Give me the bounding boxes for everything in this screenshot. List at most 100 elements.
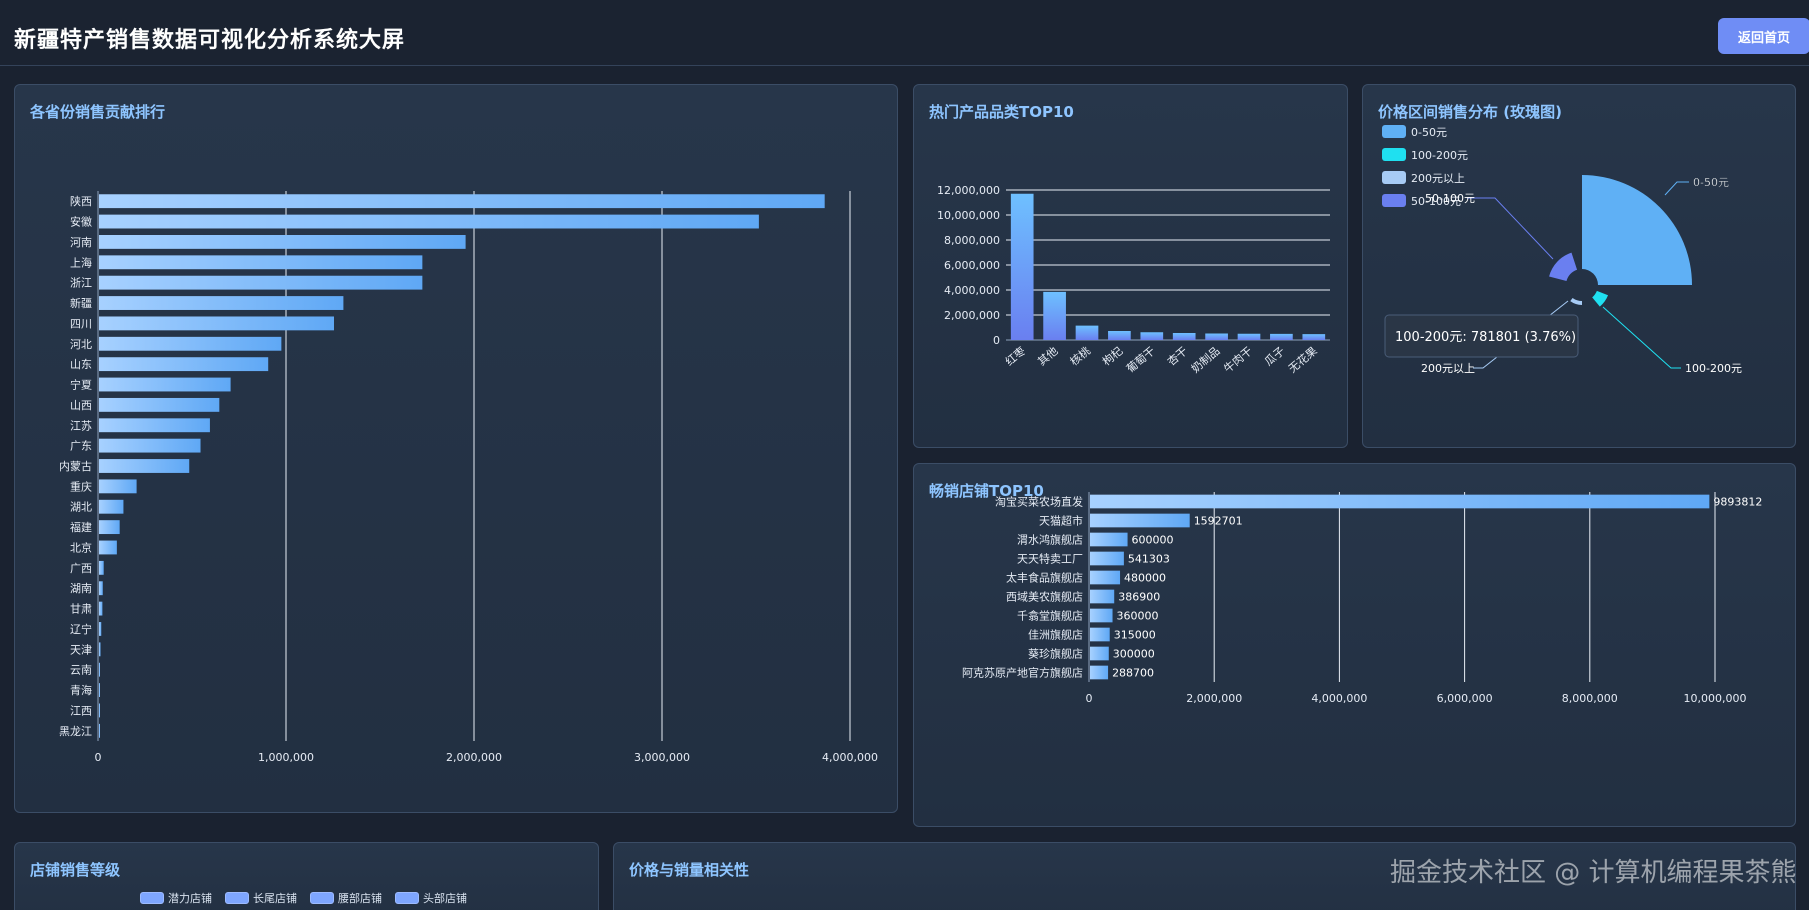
bar[interactable] — [1108, 331, 1131, 340]
x-category-label: 枸杞 — [1099, 344, 1125, 369]
y-category-label: 广东 — [70, 440, 92, 453]
legend-swatch[interactable] — [1382, 171, 1406, 184]
bar[interactable] — [1090, 513, 1190, 528]
bar[interactable] — [1090, 665, 1109, 680]
x-category-label: 核桃 — [1067, 344, 1093, 369]
bar[interactable] — [1090, 627, 1110, 642]
bar[interactable] — [99, 397, 220, 412]
bar[interactable] — [99, 581, 103, 596]
bar[interactable] — [1302, 334, 1326, 340]
bar[interactable] — [1090, 608, 1113, 623]
stores-panel-title: 畅销店铺TOP10 — [929, 482, 1044, 500]
y-category-label: 江苏 — [70, 419, 92, 432]
x-tick-label: 6,000,000 — [1437, 692, 1493, 705]
legend-swatch[interactable] — [1382, 194, 1406, 207]
bar[interactable] — [1090, 494, 1710, 509]
bar-value-label: 288700 — [1112, 667, 1154, 680]
bar[interactable] — [99, 194, 825, 209]
bar[interactable] — [99, 560, 104, 575]
bar[interactable] — [99, 601, 103, 616]
x-category-label: 葡萄干 — [1124, 344, 1158, 375]
bar[interactable] — [1090, 532, 1128, 547]
bar[interactable] — [99, 377, 231, 392]
bar[interactable] — [1043, 291, 1066, 340]
bar[interactable] — [99, 214, 759, 229]
rose-slice[interactable] — [1549, 252, 1578, 282]
price-chart: 0-50元 100-200元 200元以上 50-100元 0-50元 50-100元 10… — [1382, 125, 1742, 375]
bar[interactable] — [99, 296, 344, 310]
bar[interactable] — [99, 275, 423, 290]
legend-label: 潜力店铺 — [168, 892, 212, 905]
y-tick-label: 0 — [993, 334, 1000, 347]
bar[interactable] — [1090, 551, 1124, 566]
y-category-label: 江西 — [70, 704, 92, 717]
x-tick-label: 0 — [95, 751, 102, 764]
bar[interactable] — [1010, 193, 1034, 340]
bar[interactable] — [99, 418, 210, 433]
bar[interactable] — [99, 683, 100, 697]
tooltip-text: 100-200元: 781801 (3.76%) — [1395, 330, 1576, 345]
bar[interactable] — [99, 520, 120, 535]
legend-label[interactable]: 100-200元 — [1411, 149, 1468, 162]
bar[interactable] — [99, 622, 102, 636]
y-category-label: 葵珍旗舰店 — [1028, 647, 1083, 661]
correlation-panel: 价格与销量相关性 — [613, 842, 1796, 910]
legend-label[interactable]: 200元以上 — [1411, 172, 1465, 185]
bar[interactable] — [99, 540, 117, 555]
stores-panel: 畅销店铺TOP10 0 2,000,000 4,000,000 6,000,000 8,… — [913, 463, 1796, 827]
legend-swatch[interactable] — [1382, 148, 1406, 161]
bar-value-label: 315000 — [1114, 629, 1156, 642]
slice-label: 100-200元 — [1685, 362, 1742, 375]
bar[interactable] — [99, 499, 124, 514]
bar[interactable] — [99, 703, 100, 718]
bar[interactable] — [99, 316, 334, 331]
correlation-panel-title: 价格与销量相关性 — [629, 861, 750, 879]
legend-label[interactable]: 0-50元 — [1411, 126, 1447, 139]
y-category-label: 辽宁 — [70, 622, 92, 636]
y-category-label: 西域美农旗舰店 — [1006, 590, 1083, 604]
y-tick-label: 8,000,000 — [944, 234, 1000, 247]
legend-label[interactable]: 50-100元 — [1411, 195, 1461, 208]
province-chart: 0 1,000,000 2,000,000 3,000,000 4,000,000 陕西安… — [59, 191, 878, 764]
bar[interactable] — [99, 255, 423, 270]
y-category-label: 黑龙江 — [59, 725, 92, 738]
y-category-label: 四川 — [70, 317, 92, 330]
store-level-legend-item[interactable]: 潜力店铺 — [140, 890, 212, 906]
bar[interactable] — [1090, 646, 1109, 661]
bar[interactable] — [1205, 333, 1228, 341]
store-level-legend-item[interactable]: 长尾店铺 — [225, 890, 297, 906]
bar[interactable] — [1090, 570, 1121, 585]
bar[interactable] — [99, 459, 190, 473]
bar[interactable] — [99, 723, 100, 738]
bar[interactable] — [1090, 589, 1115, 604]
bar[interactable] — [99, 336, 282, 351]
x-category-label: 牛肉干 — [1221, 344, 1255, 376]
bar[interactable] — [99, 357, 269, 372]
watermark: 掘金技术社区 @ 计算机编程果茶熊 — [1390, 858, 1797, 888]
bar[interactable] — [1237, 333, 1261, 340]
store-level-legend-item[interactable]: 头部店铺 — [395, 890, 467, 906]
y-category-label: 上海 — [70, 255, 92, 269]
rose-slice[interactable] — [1592, 290, 1609, 307]
slice-label: 0-50元 — [1693, 176, 1729, 189]
rose-slice[interactable] — [1582, 175, 1692, 285]
x-tick-label: 2,000,000 — [446, 751, 502, 764]
bar[interactable] — [99, 235, 466, 249]
bar[interactable] — [1075, 325, 1099, 340]
bar-value-label: 541303 — [1128, 553, 1170, 566]
legend-swatch[interactable] — [1382, 125, 1406, 138]
x-category-label: 无花果 — [1286, 344, 1320, 375]
y-tick-label: 6,000,000 — [944, 259, 1000, 272]
rose-slice[interactable] — [1570, 297, 1582, 305]
bar[interactable] — [1140, 332, 1164, 340]
legend-swatch — [395, 892, 419, 904]
bar[interactable] — [1270, 333, 1293, 340]
back-home-button[interactable]: 返回首页 — [1718, 18, 1809, 54]
store-level-legend-item[interactable]: 腰部店铺 — [310, 890, 382, 906]
bar[interactable] — [99, 438, 201, 453]
bar[interactable] — [99, 662, 100, 677]
bar[interactable] — [99, 642, 101, 657]
y-category-label: 千翕堂旗舰店 — [1017, 609, 1083, 623]
bar[interactable] — [99, 479, 137, 494]
bar[interactable] — [1172, 333, 1196, 340]
